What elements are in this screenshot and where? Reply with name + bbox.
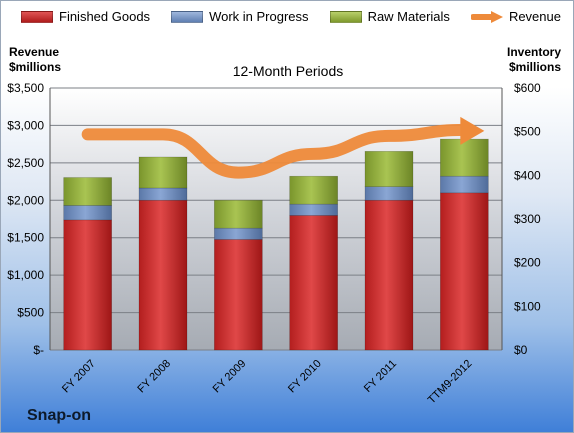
- legend-label-raw-materials: Raw Materials: [367, 9, 450, 24]
- right-axis-title-line-2: $millions: [508, 60, 561, 74]
- wip-bar: [138, 187, 188, 201]
- left-axis-title-line-2: $millions: [9, 60, 62, 74]
- left-tick-label: $2,500: [7, 156, 44, 170]
- raw-materials-bar: [214, 199, 263, 229]
- category-label: FY 2011: [362, 358, 399, 395]
- category-label: TTM9-2012: [426, 358, 475, 407]
- right-tick-label: $200: [514, 256, 541, 270]
- raw-materials-bar: [289, 175, 338, 205]
- revenue-arrowhead: [460, 116, 485, 145]
- legend-item-revenue: Revenue: [470, 9, 561, 24]
- category-label: FY 2007: [60, 358, 98, 396]
- legend-label-wip: Work in Progress: [209, 9, 309, 24]
- category-label: FY 2010: [286, 358, 324, 396]
- right-tick-label: $300: [514, 212, 541, 226]
- finished-goods-swatch: [21, 10, 53, 23]
- finished-goods-bar: [63, 219, 112, 351]
- wip-bar: [364, 186, 414, 201]
- left-tick-label: $3,000: [7, 118, 44, 132]
- finished-goods-bar: [138, 199, 188, 351]
- wip-bar: [214, 227, 263, 240]
- right-tick-label: $400: [514, 168, 541, 182]
- left-tick-label: $2,000: [7, 193, 44, 207]
- right-axis-title: Inventory $millions: [507, 45, 561, 75]
- right-tick-label: $500: [514, 125, 541, 139]
- legend-label-finished-goods: Finished Goods: [59, 9, 151, 24]
- category-label: FY 2008: [135, 358, 173, 396]
- legend-item-wip: Work in Progress: [171, 9, 309, 24]
- finished-goods-bar: [364, 199, 414, 351]
- finished-goods-bar: [214, 239, 263, 351]
- finished-goods-bar: [289, 215, 338, 351]
- raw-materials-bar: [63, 177, 112, 206]
- wip-bar: [289, 203, 338, 216]
- right-tick-label: $0: [514, 343, 528, 357]
- raw-materials-bar: [138, 156, 188, 189]
- left-tick-label: $1,500: [7, 231, 44, 245]
- wip-swatch: [171, 10, 204, 23]
- left-tick-label: $3,500: [7, 81, 44, 95]
- revenue-line: [81, 123, 471, 179]
- category-label: FY 2009: [211, 358, 249, 396]
- raw-materials-swatch: [329, 10, 362, 23]
- finished-goods-bar: [440, 192, 489, 351]
- legend-label-revenue: Revenue: [508, 9, 561, 24]
- legend: Finished Goods Work in Progress Raw Mate…: [21, 9, 561, 24]
- raw-materials-bar: [364, 151, 414, 187]
- wip-bar: [63, 205, 112, 221]
- revenue-arrow-swatch: [470, 10, 503, 23]
- right-axis-title-line-1: Inventory: [506, 45, 561, 59]
- company-name: Snap-on: [27, 407, 91, 424]
- right-tick-label: $600: [514, 81, 541, 95]
- left-axis-title-line-1: Revenue: [9, 45, 60, 59]
- left-tick-label: $-: [33, 343, 44, 357]
- wip-bar: [440, 175, 489, 194]
- raw-materials-bar: [440, 138, 489, 177]
- left-axis-title: Revenue $millions: [9, 45, 61, 75]
- chart-subtitle: 12-Month Periods: [232, 63, 344, 79]
- right-tick-label: $100: [514, 299, 541, 313]
- left-tick-label: $500: [17, 306, 44, 320]
- legend-item-finished-goods: Finished Goods: [21, 9, 150, 24]
- legend-item-raw-materials: Raw Materials: [329, 9, 450, 24]
- left-tick-label: $1,000: [7, 268, 44, 282]
